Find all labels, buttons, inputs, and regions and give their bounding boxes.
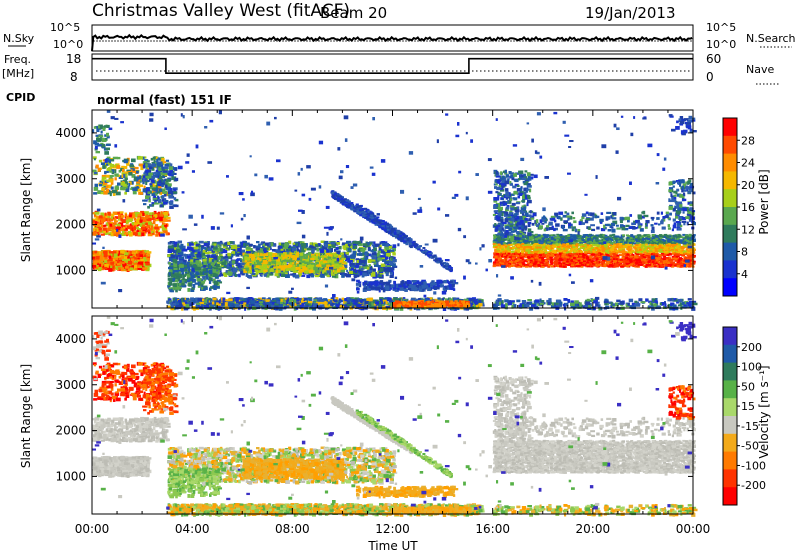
colorbar-label: -50 bbox=[741, 440, 759, 453]
colorbar-label: -100 bbox=[741, 459, 766, 472]
x-tick-label: 04:00 bbox=[175, 522, 210, 536]
freq-label-2: [MHz] bbox=[2, 67, 34, 80]
velocity-xticks: 00:00 04:00 08:00 12:00 16:00 20:00 00:00 bbox=[75, 316, 711, 536]
freq-tick-low: 8 bbox=[70, 70, 78, 84]
x-axis-label: Time UT bbox=[367, 539, 418, 553]
colorbar-label: 20 bbox=[741, 179, 755, 192]
colorbar-label: 16 bbox=[741, 201, 755, 214]
colorbar-swatch bbox=[723, 242, 737, 261]
velocity-colorbar: 200 100 50 15 -15 -50 -100 -200 bbox=[722, 326, 766, 506]
colorbar-label: 12 bbox=[741, 223, 755, 236]
y-tick-label: 2000 bbox=[55, 424, 86, 438]
y-tick-label: 1000 bbox=[55, 469, 86, 483]
colorbar-swatch bbox=[723, 398, 737, 417]
noise-right-tick-low: 10^0 bbox=[706, 38, 736, 51]
noise-left-label: N.Sky bbox=[3, 32, 35, 45]
x-tick-label: 16:00 bbox=[475, 522, 510, 536]
colorbar-swatch bbox=[723, 487, 737, 506]
cpid-value: normal (fast) 151 IF bbox=[97, 93, 232, 107]
colorbar-swatch bbox=[723, 416, 737, 435]
y-tick-label: 3000 bbox=[55, 172, 86, 186]
power-panel: Slant Range [km] 1000 2000 3000 4000 bbox=[19, 109, 698, 311]
colorbar-swatch bbox=[723, 451, 737, 470]
power-yticks: 1000 2000 3000 4000 bbox=[55, 126, 693, 277]
colorbar-label: 28 bbox=[741, 134, 755, 147]
y-tick-label: 4000 bbox=[55, 126, 86, 140]
x-tick-label: 20:00 bbox=[576, 522, 611, 536]
y-tick-label: 3000 bbox=[55, 378, 86, 392]
colorbar-swatch bbox=[723, 189, 737, 208]
colorbar-swatch bbox=[723, 433, 737, 453]
power-ylabel: Slant Range [km] bbox=[19, 158, 33, 262]
nave-tick-low: 0 bbox=[706, 70, 714, 84]
x-tick-label: 00:00 bbox=[676, 522, 711, 536]
colorbar-swatch bbox=[723, 118, 737, 137]
beam-label: Beam 20 bbox=[320, 4, 387, 22]
velocity-ylabel: Slant Range [km] bbox=[19, 364, 33, 468]
y-tick-label: 2000 bbox=[55, 218, 86, 232]
colorbar-swatch bbox=[723, 362, 737, 381]
power-xticks bbox=[91, 110, 694, 308]
colorbar-label: -200 bbox=[741, 479, 766, 492]
colorbar-label: 50 bbox=[741, 380, 755, 393]
y-tick-label: 4000 bbox=[55, 332, 86, 346]
noise-sky-series bbox=[91, 33, 693, 52]
colorbar-label: 4 bbox=[741, 268, 748, 281]
colorbar-label: 100 bbox=[741, 361, 762, 374]
station-title: Christmas Valley West (fitACF) bbox=[92, 1, 350, 21]
colorbar-swatch bbox=[723, 327, 737, 346]
noise-right-label: N.Search bbox=[746, 32, 796, 45]
colorbar-label: 15 bbox=[741, 400, 755, 413]
colorbar-swatch bbox=[723, 135, 737, 155]
frequency-panel: Freq. [MHz] 18 8 60 0 Nave bbox=[2, 52, 780, 85]
nave-label: Nave bbox=[746, 63, 774, 76]
y-tick-label: 1000 bbox=[55, 263, 86, 277]
noise-tick-low: 10^0 bbox=[53, 38, 83, 51]
colorbar-label: 8 bbox=[741, 246, 748, 259]
colorbar-label: 24 bbox=[741, 157, 755, 170]
cpid-label: CPID bbox=[6, 91, 35, 104]
date-label: 19/Jan/2013 bbox=[585, 4, 676, 22]
colorbar-swatch bbox=[723, 224, 737, 244]
colorbar-swatch bbox=[723, 171, 737, 190]
colorbar-label: -15 bbox=[741, 420, 759, 433]
colorbar-swatch bbox=[723, 278, 737, 297]
colorbar-swatch bbox=[723, 207, 737, 226]
colorbar-label: 200 bbox=[741, 341, 762, 354]
velocity-data bbox=[92, 316, 698, 517]
colorbar-swatch bbox=[723, 153, 737, 172]
freq-label-1: Freq. bbox=[4, 53, 31, 66]
colorbar-swatch bbox=[723, 380, 737, 399]
colorbar-swatch bbox=[723, 260, 737, 279]
noise-tick-high: 10^5 bbox=[50, 21, 80, 34]
velocity-yticks: 1000 2000 3000 4000 bbox=[55, 332, 693, 483]
freq-tick-high: 18 bbox=[66, 52, 81, 66]
power-colorbar-title: Power [dB] bbox=[757, 169, 771, 234]
noise-panel: N.Sky 10^5 10^0 10^5 10^0 N.Search bbox=[3, 21, 796, 52]
power-colorbar: 28 24 20 16 12 8 4 bbox=[722, 117, 755, 297]
noise-right-tick-high: 10^5 bbox=[706, 21, 736, 34]
power-data bbox=[92, 110, 698, 311]
x-tick-label: 08:00 bbox=[275, 522, 310, 536]
velocity-colorbar-title: Velocity [m s⁻¹] bbox=[757, 365, 771, 458]
nave-tick-high: 60 bbox=[706, 52, 721, 66]
colorbar-swatch bbox=[723, 469, 737, 488]
x-tick-label: 00:00 bbox=[75, 522, 110, 536]
x-tick-label: 12:00 bbox=[375, 522, 410, 536]
frequency-series bbox=[92, 57, 693, 74]
colorbar-swatch bbox=[723, 344, 737, 364]
